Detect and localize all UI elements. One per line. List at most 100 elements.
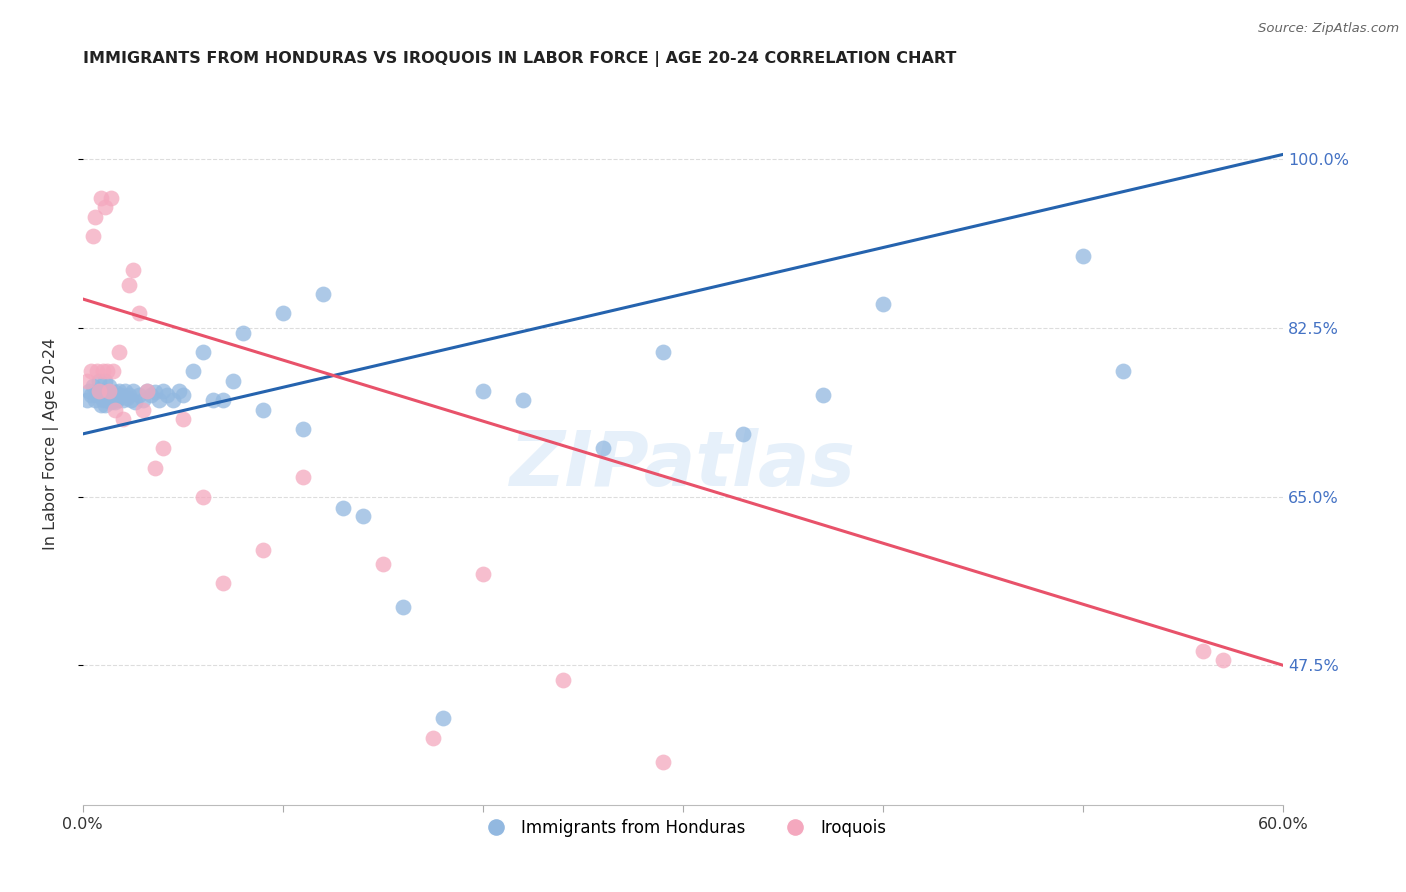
Point — [191, 490, 214, 504]
Point — [124, 395, 146, 409]
Point — [211, 576, 233, 591]
Point — [252, 402, 274, 417]
Point — [93, 398, 115, 412]
Point — [110, 388, 132, 402]
Point — [371, 557, 394, 571]
Point — [312, 287, 335, 301]
Point — [96, 364, 118, 378]
Point — [128, 388, 150, 402]
Point — [97, 384, 120, 398]
Point — [91, 364, 114, 378]
Point — [96, 384, 118, 398]
Point — [167, 384, 190, 398]
Text: Source: ZipAtlas.com: Source: ZipAtlas.com — [1258, 22, 1399, 36]
Point — [291, 422, 314, 436]
Point — [101, 364, 124, 378]
Point — [111, 393, 134, 408]
Point — [811, 388, 834, 402]
Point — [201, 393, 224, 408]
Point — [172, 412, 194, 426]
Point — [271, 306, 294, 320]
Point — [592, 442, 614, 456]
Point — [87, 384, 110, 398]
Point — [471, 384, 494, 398]
Point — [93, 374, 115, 388]
Point — [100, 385, 122, 400]
Point — [152, 384, 174, 398]
Text: IMMIGRANTS FROM HONDURAS VS IROQUOIS IN LABOR FORCE | AGE 20-24 CORRELATION CHAR: IMMIGRANTS FROM HONDURAS VS IROQUOIS IN … — [83, 51, 956, 67]
Point — [107, 345, 129, 359]
Legend: Immigrants from Honduras, Iroquois: Immigrants from Honduras, Iroquois — [472, 813, 893, 844]
Point — [100, 191, 122, 205]
Y-axis label: In Labor Force | Age 20-24: In Labor Force | Age 20-24 — [44, 337, 59, 549]
Point — [391, 600, 413, 615]
Point — [191, 345, 214, 359]
Point — [82, 378, 104, 392]
Point — [118, 388, 141, 402]
Point — [139, 388, 162, 402]
Point — [93, 201, 115, 215]
Point — [104, 402, 127, 417]
Point — [156, 388, 179, 402]
Point — [252, 542, 274, 557]
Point — [100, 395, 122, 409]
Point — [120, 393, 142, 408]
Point — [651, 755, 673, 769]
Point — [101, 393, 124, 408]
Point — [211, 393, 233, 408]
Point — [143, 460, 166, 475]
Point — [90, 191, 112, 205]
Point — [128, 306, 150, 320]
Point — [135, 384, 157, 398]
Point — [121, 263, 143, 277]
Point — [143, 385, 166, 400]
Point — [118, 277, 141, 292]
Point — [731, 426, 754, 441]
Point — [76, 374, 98, 388]
Text: ZIPatlas: ZIPatlas — [510, 428, 856, 502]
Point — [222, 374, 245, 388]
Point — [114, 384, 136, 398]
Point — [83, 210, 105, 224]
Point — [1071, 249, 1094, 263]
Point — [162, 393, 184, 408]
Point — [471, 566, 494, 581]
Point — [332, 501, 354, 516]
Point — [422, 731, 444, 745]
Point — [97, 378, 120, 392]
Point — [115, 391, 138, 405]
Point — [135, 384, 157, 398]
Point — [80, 388, 103, 402]
Point — [181, 364, 204, 378]
Point — [86, 364, 108, 378]
Point — [86, 388, 108, 402]
Point — [90, 398, 112, 412]
Point — [82, 229, 104, 244]
Point — [105, 393, 128, 408]
Point — [352, 508, 374, 523]
Point — [91, 384, 114, 398]
Point — [87, 374, 110, 388]
Point — [512, 393, 534, 408]
Point — [1212, 653, 1234, 667]
Point — [76, 393, 98, 408]
Point — [77, 384, 100, 398]
Point — [121, 384, 143, 398]
Point — [551, 673, 574, 687]
Point — [1112, 364, 1135, 378]
Point — [91, 393, 114, 408]
Point — [232, 326, 254, 340]
Point — [132, 393, 155, 408]
Point — [148, 393, 170, 408]
Point — [172, 388, 194, 402]
Point — [96, 393, 118, 408]
Point — [111, 412, 134, 426]
Point — [104, 395, 127, 409]
Point — [132, 402, 155, 417]
Point — [97, 388, 120, 402]
Point — [1192, 644, 1215, 658]
Point — [291, 470, 314, 484]
Point — [872, 297, 894, 311]
Point — [651, 345, 673, 359]
Point — [104, 385, 127, 400]
